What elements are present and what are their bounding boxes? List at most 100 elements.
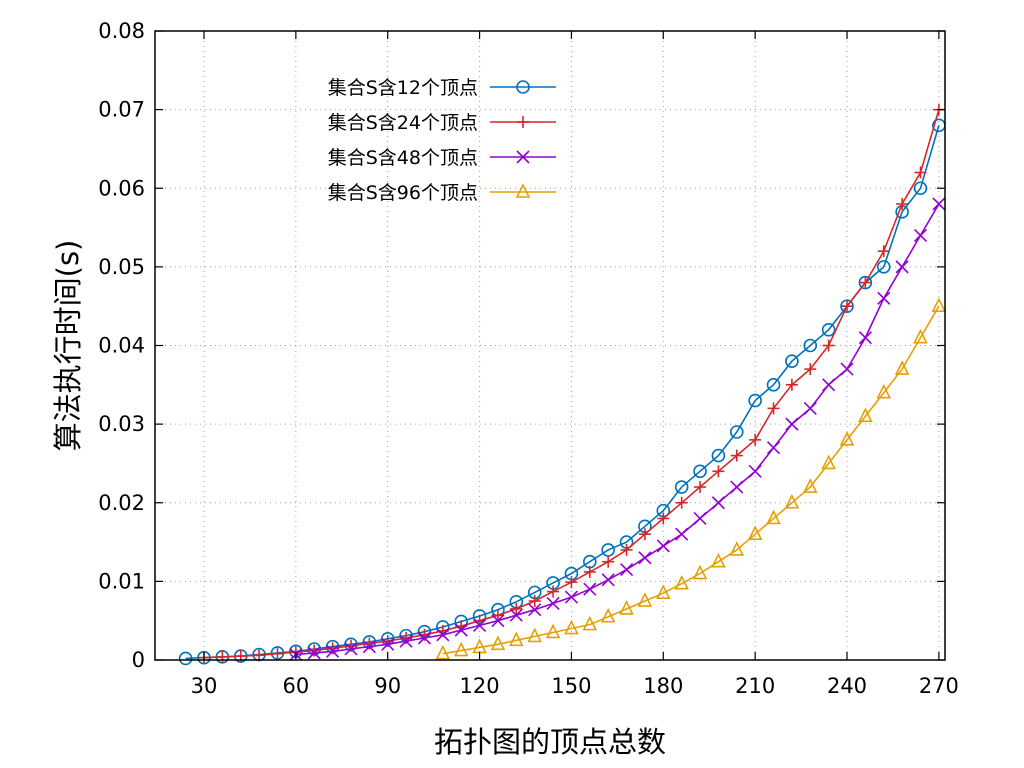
data-point	[913, 181, 928, 196]
data-point-stroke	[509, 608, 523, 622]
tick-labels: 30 60 90 120 150 180 210 240 270 0 0.01 0.02 0.03 0.0…	[98, 19, 959, 698]
data-point	[913, 228, 928, 242]
data-point	[877, 245, 890, 258]
data-point	[931, 297, 947, 312]
data-point	[747, 525, 763, 541]
data-point	[216, 650, 229, 663]
data-point-stroke	[711, 496, 725, 510]
data-point	[582, 615, 598, 631]
x-tick-label: 30	[191, 674, 218, 698]
data-point	[784, 493, 800, 509]
data-point-stroke	[583, 582, 597, 596]
y-tick-label: 0.01	[98, 569, 145, 593]
data-point	[527, 627, 542, 643]
data-point	[748, 393, 762, 408]
data-point	[362, 640, 376, 654]
data-point	[517, 116, 529, 128]
series-3	[289, 197, 946, 662]
data-point	[657, 512, 670, 525]
data-point	[344, 642, 358, 656]
x-tick-label: 270	[919, 674, 959, 698]
data-point-stroke	[638, 551, 652, 565]
data-point-stroke	[656, 539, 670, 553]
data-point	[491, 614, 505, 628]
data-point	[620, 543, 633, 556]
data-point	[674, 574, 689, 590]
data-point	[600, 607, 616, 623]
data-point	[767, 402, 780, 415]
data-point-stroke	[528, 603, 542, 617]
y-tick-label: 0.02	[98, 491, 145, 515]
data-point-stroke	[454, 623, 468, 637]
data-point-stroke	[601, 573, 615, 587]
data-point	[638, 528, 651, 541]
data-point-stroke	[564, 590, 578, 604]
data-point	[528, 595, 541, 608]
grid-lines	[155, 31, 945, 660]
data-point	[564, 590, 578, 604]
data-point	[583, 565, 596, 578]
data-point	[802, 478, 818, 493]
data-point-stroke	[307, 646, 321, 660]
legend-label: 集合S含12个顶点	[328, 77, 478, 99]
data-point	[803, 338, 818, 353]
data-point	[804, 363, 817, 376]
series-4	[435, 297, 947, 660]
data-point	[711, 552, 726, 568]
data-point	[895, 260, 909, 274]
data-point	[913, 328, 928, 344]
data-point	[766, 509, 781, 525]
data-point-stroke	[730, 480, 744, 494]
data-point-stroke	[399, 634, 413, 648]
data-point	[491, 609, 504, 622]
data-point	[565, 576, 578, 589]
data-point-stroke	[895, 260, 909, 274]
data-point	[516, 80, 530, 94]
data-point	[583, 582, 597, 596]
data-point-stroke	[436, 628, 450, 642]
data-point	[509, 608, 523, 622]
data-point	[178, 651, 193, 666]
data-point	[692, 564, 708, 580]
y-tick-label: 0.07	[98, 98, 145, 122]
data-point	[516, 150, 530, 164]
data-point	[858, 407, 873, 423]
data-point	[711, 448, 726, 463]
data-point	[454, 623, 468, 637]
y-tick-label: 0	[132, 648, 145, 672]
legend-item: 集合S含48个顶点	[328, 147, 556, 169]
data-point	[435, 644, 451, 660]
data-point-stroke	[858, 331, 872, 345]
data-point	[841, 300, 854, 313]
series-line	[442, 305, 940, 655]
data-point-stroke	[417, 631, 432, 645]
data-point	[858, 331, 872, 345]
data-point-stroke	[326, 644, 340, 658]
data-point-stroke	[344, 642, 358, 656]
data-point	[894, 360, 910, 375]
data-point	[656, 539, 670, 553]
series-line	[185, 125, 940, 660]
data-point	[453, 641, 469, 657]
data-point	[877, 291, 891, 305]
y-tick-label: 0.06	[98, 176, 145, 200]
data-point	[839, 431, 855, 446]
data-point	[545, 623, 561, 639]
legend-label: 集合S含96个顶点	[328, 182, 478, 204]
data-point	[822, 378, 836, 392]
data-point	[637, 592, 653, 607]
data-point-stroke	[748, 464, 762, 478]
data-point	[436, 628, 450, 642]
x-tick-label: 90	[374, 674, 401, 698]
series-1	[178, 118, 946, 666]
data-point	[307, 646, 321, 660]
data-point-stroke	[822, 378, 836, 392]
data-point	[326, 644, 340, 658]
data-point	[859, 276, 872, 289]
data-point	[602, 555, 615, 568]
data-point	[766, 441, 781, 455]
x-tick-label: 210	[735, 674, 775, 698]
data-point-stroke	[785, 417, 799, 431]
data-point	[730, 480, 744, 494]
